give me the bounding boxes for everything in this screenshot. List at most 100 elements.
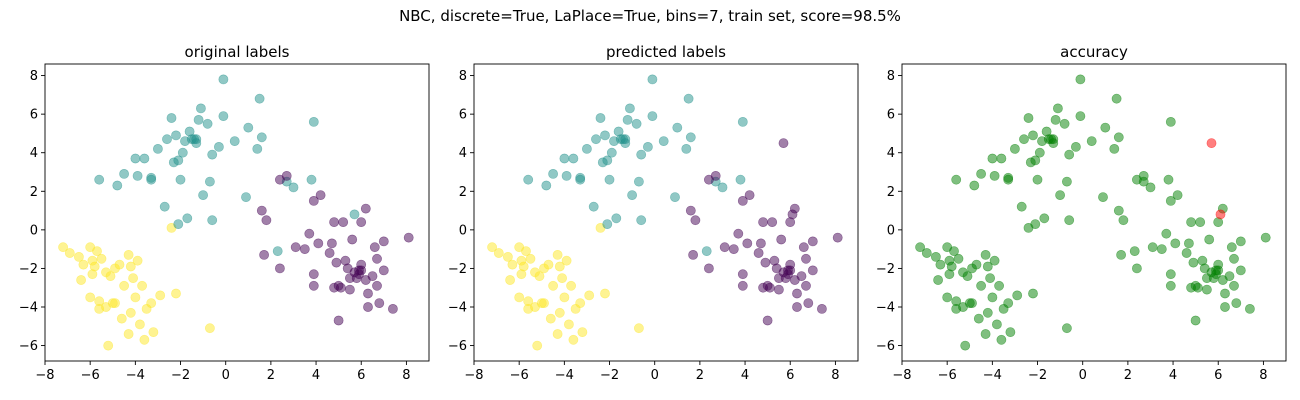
scatter-point-correct [1145, 182, 1156, 193]
scatter-point-correct [996, 334, 1007, 345]
scatter-point-0 [304, 228, 315, 239]
scatter-point-correct [1032, 174, 1043, 185]
scatter-point-correct [1071, 141, 1081, 152]
scatter-point-correct [969, 180, 980, 191]
scatter-point-0 [753, 248, 764, 258]
scatter-point-correct [1211, 269, 1221, 280]
scatter-point-correct [1116, 249, 1126, 260]
y-tick-label: 8 [887, 69, 895, 84]
scatter-point-correct [1165, 117, 1176, 127]
scatter-point-1 [575, 174, 586, 185]
x-tick-label: 8 [1259, 368, 1267, 383]
scatter-point-0 [688, 249, 698, 260]
x-tick-label: −2 [600, 368, 619, 383]
scatter-point-2 [554, 307, 565, 318]
scatter-point-0 [363, 302, 373, 312]
points-accuracy [915, 74, 1271, 351]
scatter-point-1 [634, 176, 644, 187]
y-tick-label: −4 [448, 301, 467, 316]
scatter-point-1 [620, 138, 631, 148]
panel-predicted-labels: predicted labels −8 −6 −4 −2 0 2 4 6 8 −6 −4 −2 0 2 4 6 8 [448, 43, 859, 383]
scatter-point-0 [378, 265, 389, 276]
scatter-point-correct [1113, 132, 1124, 143]
x-tick-label: −8 [892, 368, 911, 383]
scatter-point-1 [182, 213, 193, 224]
scatter-point-correct [982, 261, 993, 272]
y-tick-label: −2 [876, 262, 895, 277]
scatter-point-2 [146, 298, 157, 308]
x-tick-label: −2 [1028, 368, 1047, 383]
scatter-point-2 [552, 249, 563, 260]
scatter-point-correct [1075, 74, 1086, 85]
scatter-point-2 [539, 298, 549, 308]
scatter-point-correct [976, 168, 986, 179]
scatter-point-0 [367, 271, 378, 281]
scatter-point-correct [1226, 242, 1237, 253]
scatter-point-2 [132, 255, 143, 266]
y-tick-label: 4 [887, 146, 895, 161]
scatter-point-0 [801, 280, 811, 291]
x-tick-label: 0 [1079, 368, 1087, 383]
scatter-point-1 [701, 246, 712, 256]
scatter-point-correct [915, 242, 925, 253]
scatter-point-0 [792, 302, 802, 312]
y-tick-label: 8 [30, 69, 38, 84]
scatter-point-0 [363, 288, 373, 299]
scatter-point-1 [627, 190, 637, 200]
scatter-point-correct [1172, 190, 1183, 200]
scatter-point-correct [996, 153, 1007, 164]
scatter-point-2 [134, 319, 145, 330]
scatter-point-1 [588, 201, 599, 212]
scatter-point-correct [951, 174, 962, 185]
scatter-point-correct [1245, 303, 1255, 314]
scatter-point-0 [387, 303, 398, 314]
y-tick-label: −4 [19, 301, 38, 316]
scatter-point-1 [191, 138, 202, 148]
scatter-point-1 [631, 118, 642, 129]
axes-frame [44, 63, 430, 362]
scatter-point-correct [1003, 174, 1014, 185]
scatter-point-1 [308, 117, 319, 127]
scatter-point-0 [308, 195, 319, 206]
scatter-point-correct [944, 269, 955, 280]
scatter-point-correct [1016, 201, 1027, 212]
scatter-point-correct [1229, 280, 1239, 291]
scatter-point-1 [658, 136, 669, 146]
scatter-point-0 [807, 265, 818, 276]
scatter-point-1 [568, 153, 579, 164]
scatter-point-correct [1059, 118, 1070, 129]
scatter-point-correct [1184, 238, 1194, 249]
scatter-point-correct [1204, 234, 1215, 245]
scatter-point-correct [1181, 248, 1192, 258]
scatter-point-1 [349, 209, 360, 220]
scatter-point-1 [523, 174, 534, 185]
x-tick-label: −8 [35, 368, 54, 383]
scatter-point-0 [765, 282, 775, 293]
scatter-point-0 [329, 217, 339, 227]
scatter-point-correct [962, 271, 973, 281]
scatter-point-1 [306, 174, 317, 185]
scatter-point-1 [166, 113, 177, 123]
scatter-point-1 [254, 93, 265, 104]
scatter-point-1 [202, 118, 213, 129]
scatter-point-1 [173, 219, 184, 229]
scatter-point-correct [1109, 143, 1120, 154]
y-tick-label: −2 [19, 262, 38, 277]
scatter-point-1 [119, 168, 129, 179]
scatter-point-1 [175, 174, 186, 185]
scatter-point-2 [534, 271, 545, 281]
scatter-point-2 [521, 246, 531, 256]
scatter-point-correct [985, 273, 995, 283]
scatter-point-1 [171, 130, 181, 141]
scatter-point-1 [672, 122, 683, 133]
scatter-point-2 [600, 288, 610, 299]
scatter-point-correct [989, 255, 1000, 266]
y-tick-label: 6 [459, 108, 467, 123]
scatter-point-correct [1132, 263, 1142, 274]
scatter-point-correct [1030, 155, 1041, 166]
scatter-point-correct [982, 307, 993, 318]
y-tick-label: 8 [459, 69, 467, 84]
scatter-point-correct [1231, 298, 1242, 308]
scatter-point-correct [1028, 130, 1038, 141]
scatter-point-0 [344, 284, 355, 295]
